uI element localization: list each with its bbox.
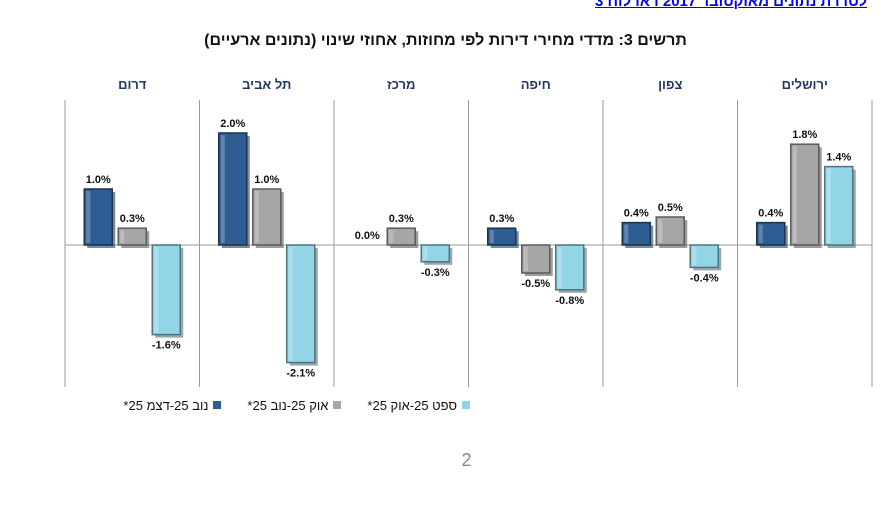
bar-highlight — [120, 230, 125, 243]
legend-swatch-series-1 — [462, 401, 470, 409]
data-label: -0.4% — [690, 272, 719, 284]
data-series-link[interactable]: לסדרת נתונים מאוקטובר 2017 ראו לוח 3 — [595, 0, 867, 10]
bar — [286, 244, 316, 364]
bar — [420, 244, 450, 263]
data-label: 0.3% — [120, 213, 145, 225]
region-label: צפון — [658, 77, 682, 92]
bar — [487, 227, 517, 246]
bar — [790, 143, 820, 246]
bar — [555, 244, 585, 291]
data-label: -1.6% — [152, 340, 181, 352]
bar-highlight — [826, 168, 831, 243]
data-label: 1.4% — [826, 152, 851, 164]
bar-highlight — [489, 230, 494, 243]
legend-swatch-series-2 — [333, 401, 342, 409]
bar-highlight — [624, 224, 629, 243]
bar-highlight — [758, 224, 763, 243]
data-label: 1.0% — [86, 174, 111, 186]
region-label: תל אביב — [242, 77, 291, 92]
data-label: 0.0% — [355, 230, 380, 242]
bar — [117, 227, 147, 246]
data-label: 0.4% — [758, 208, 783, 220]
data-label: -0.8% — [555, 295, 584, 307]
bar-highlight — [154, 247, 159, 333]
legend-label-series-2: אוק 25-נוב 25* — [247, 397, 329, 413]
bar-highlight — [557, 247, 562, 288]
bar — [252, 188, 282, 246]
bar-highlight — [254, 191, 259, 243]
legend-item-series-1: ספט 25-אוק 25* — [367, 396, 470, 414]
bar — [151, 244, 181, 336]
data-label: 0.3% — [389, 213, 414, 225]
bar-highlight — [658, 219, 663, 243]
region-label: חיפה — [521, 77, 551, 92]
bar-highlight — [792, 146, 797, 243]
bar-highlight — [389, 230, 394, 243]
bar — [386, 227, 416, 246]
chart-title: תרשים 3: מדדי מחירי דירות לפי מחוזות, אח… — [204, 32, 687, 49]
data-label: 2.0% — [220, 118, 245, 130]
bar — [218, 132, 248, 246]
bar — [756, 221, 786, 246]
data-label: 1.0% — [254, 174, 279, 186]
data-label: 0.5% — [658, 202, 683, 214]
data-label: 0.4% — [624, 208, 649, 220]
bar-highlight — [523, 247, 528, 271]
legend-label-series-3: נוב 25-דצמ 25* — [123, 397, 209, 413]
bar-highlight — [423, 247, 428, 260]
region-label: מרכז — [387, 77, 415, 92]
bar — [689, 244, 719, 269]
legend-swatch-series-3 — [213, 401, 222, 409]
region-label: דרום — [118, 77, 147, 92]
region-label: ירושלים — [782, 77, 828, 92]
bar-highlight — [220, 135, 225, 243]
chart-legend: ספט 25-אוק 25* אוק 25-נוב 25* נוב 25-דצמ… — [70, 396, 470, 414]
legend-item-series-2: אוק 25-נוב 25* — [247, 396, 342, 414]
bar — [824, 165, 854, 246]
page-number: 2 — [461, 450, 472, 470]
bar — [655, 216, 685, 246]
bar — [621, 221, 651, 246]
data-label: -0.5% — [521, 278, 550, 290]
data-label: 0.3% — [489, 213, 514, 225]
data-label: -2.1% — [286, 368, 315, 380]
legend-item-series-3: נוב 25-דצמ 25* — [123, 396, 222, 414]
bar-highlight — [86, 191, 91, 243]
bar — [83, 188, 113, 246]
data-label: 1.8% — [792, 129, 817, 141]
bar-highlight — [288, 247, 293, 361]
bar — [521, 244, 551, 274]
legend-label-series-1: ספט 25-אוק 25* — [367, 397, 457, 413]
data-label: -0.3% — [421, 267, 450, 279]
bar-highlight — [692, 247, 697, 266]
